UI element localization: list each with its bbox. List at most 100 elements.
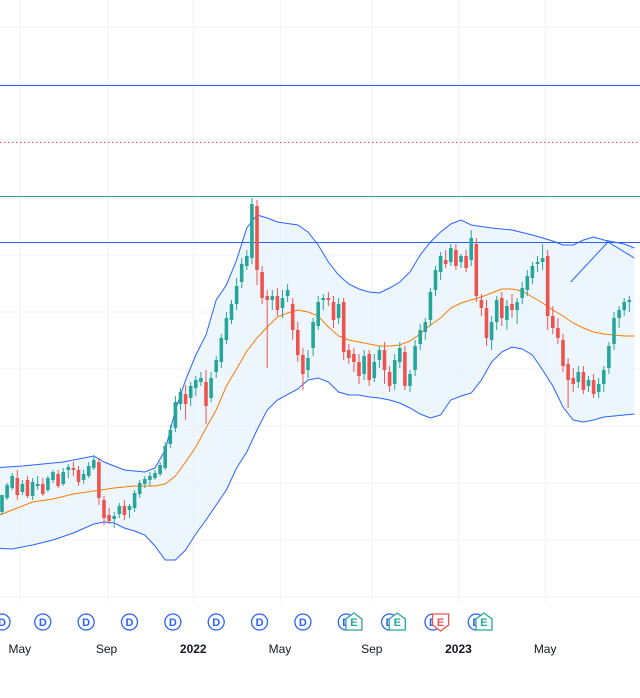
candle-down xyxy=(290,298,295,340)
horizontal-price-lines[interactable] xyxy=(0,85,640,243)
candle-body xyxy=(367,354,371,380)
dividend-marker[interactable]: D xyxy=(294,613,312,631)
candle-body xyxy=(46,478,50,490)
candle-down xyxy=(591,374,596,398)
dividend-marker-circle[interactable] xyxy=(250,613,269,631)
candle-up xyxy=(408,370,412,392)
candle-up xyxy=(392,354,397,390)
candle-up xyxy=(607,342,611,374)
candle-body xyxy=(347,350,351,358)
candle-body xyxy=(229,304,234,320)
lower-band-line xyxy=(0,346,635,561)
candle-body xyxy=(265,296,269,300)
candle-down xyxy=(15,470,20,500)
candle-body xyxy=(224,318,229,340)
candle-body xyxy=(296,330,300,355)
dividend-marker-circle[interactable] xyxy=(207,613,225,631)
candle-up xyxy=(229,300,234,324)
trend-lines[interactable] xyxy=(570,240,635,283)
candle-body xyxy=(540,258,545,262)
candle-body xyxy=(403,352,407,386)
candle-up xyxy=(61,468,65,486)
candle-up xyxy=(92,455,96,470)
candle-up xyxy=(306,350,310,378)
candle-body xyxy=(15,478,20,495)
candle-up xyxy=(505,300,509,330)
candle-body xyxy=(71,468,76,470)
candle-body xyxy=(188,386,193,398)
candle-down xyxy=(56,470,60,488)
earnings-up-marker[interactable]: E xyxy=(475,612,493,631)
trend-line[interactable] xyxy=(570,240,610,283)
x-tick-label: May xyxy=(9,642,32,656)
candle-body xyxy=(234,286,239,304)
dividend-marker[interactable]: D xyxy=(120,613,139,631)
candle-down xyxy=(76,466,81,486)
earnings-marker-shape[interactable] xyxy=(345,612,363,631)
candle-body xyxy=(377,350,382,360)
candle-down xyxy=(474,238,479,302)
dividend-marker-circle[interactable] xyxy=(0,613,11,631)
candle-up xyxy=(602,366,606,392)
earnings-marker-letter: E xyxy=(394,617,401,629)
dividend-marker[interactable]: D xyxy=(77,613,95,631)
candle-up xyxy=(494,296,499,330)
candle-up xyxy=(433,266,438,296)
candle-up xyxy=(413,340,417,376)
candle-body xyxy=(535,262,540,264)
candle-body xyxy=(525,276,530,290)
candle-up xyxy=(112,512,116,528)
candle-down xyxy=(382,342,387,384)
dividend-marker[interactable]: D xyxy=(0,613,11,631)
dividend-marker-letter: D xyxy=(299,617,307,629)
basis-line xyxy=(0,288,635,516)
dividend-marker-circle[interactable] xyxy=(164,613,182,631)
dividend-marker[interactable]: D xyxy=(207,613,225,631)
candle-up xyxy=(224,312,229,344)
candle-body xyxy=(571,378,575,384)
candle-body xyxy=(275,296,280,310)
dividend-marker[interactable]: D xyxy=(164,613,182,631)
candle-body xyxy=(5,485,9,498)
candle-body xyxy=(500,298,504,318)
earnings-marker-shape[interactable] xyxy=(388,612,406,631)
candle-body xyxy=(250,204,254,258)
candle-down xyxy=(352,348,356,372)
dividend-marker-circle[interactable] xyxy=(77,613,95,631)
dividend-marker-circle[interactable] xyxy=(120,613,139,631)
candle-body xyxy=(326,298,331,300)
event-markers[interactable]: DDDDDDDDDEDEDEDE xyxy=(0,612,493,632)
candle-body xyxy=(561,340,565,366)
dividend-marker-circle[interactable] xyxy=(294,613,312,631)
dividend-marker-circle[interactable] xyxy=(34,613,52,631)
earnings-up-marker[interactable]: E xyxy=(345,612,363,631)
candle-down xyxy=(357,354,361,384)
candle-down xyxy=(454,244,458,270)
earnings-up-marker[interactable]: E xyxy=(388,612,406,631)
time-axis: May Sep 2022 May Sep 2023 May xyxy=(9,642,557,656)
x-tick-label: 2023 xyxy=(445,642,472,656)
candle-up xyxy=(86,462,91,478)
candle-body xyxy=(443,260,448,264)
candle-down xyxy=(265,290,269,368)
candle-up xyxy=(438,252,443,280)
earnings-marker-letter: E xyxy=(350,617,357,629)
candle-up xyxy=(219,334,224,368)
candle-body xyxy=(479,300,484,308)
candle-body xyxy=(61,472,65,484)
candle-body xyxy=(566,364,570,380)
candle-up xyxy=(525,270,530,296)
candle-body xyxy=(143,479,147,484)
dividend-marker[interactable]: D xyxy=(34,613,52,631)
dividend-marker[interactable]: D xyxy=(250,613,269,631)
candle-body xyxy=(285,290,290,296)
trend-line[interactable] xyxy=(606,240,635,259)
candle-body xyxy=(168,430,173,444)
earnings-marker-shape[interactable] xyxy=(431,613,450,632)
candle-down xyxy=(183,385,188,420)
candle-body xyxy=(183,394,188,404)
earnings-marker-shape[interactable] xyxy=(475,612,493,631)
earnings-down-marker[interactable]: E xyxy=(431,613,450,632)
candle-body xyxy=(204,382,208,406)
